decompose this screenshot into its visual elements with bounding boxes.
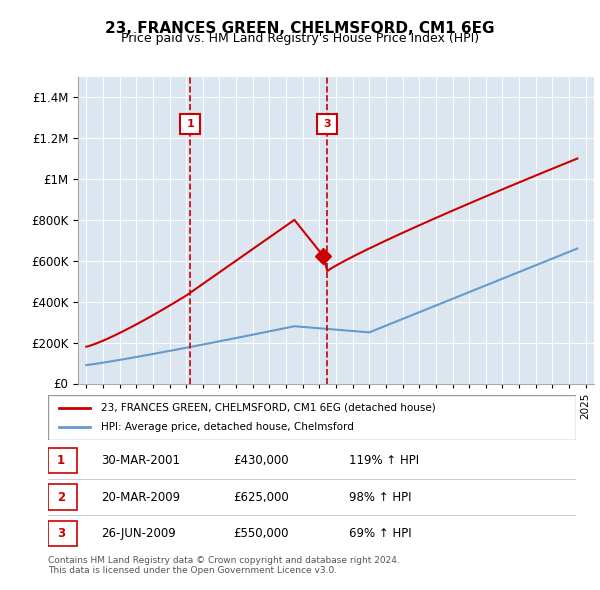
FancyBboxPatch shape (48, 484, 77, 510)
FancyBboxPatch shape (48, 448, 77, 473)
Text: 69% ↑ HPI: 69% ↑ HPI (349, 527, 412, 540)
Text: 3: 3 (57, 527, 65, 540)
Text: £625,000: £625,000 (233, 490, 289, 504)
Text: £430,000: £430,000 (233, 454, 289, 467)
Text: 119% ↑ HPI: 119% ↑ HPI (349, 454, 419, 467)
Text: Contains HM Land Registry data © Crown copyright and database right 2024.: Contains HM Land Registry data © Crown c… (48, 556, 400, 565)
FancyBboxPatch shape (48, 395, 576, 440)
Text: 30-MAR-2001: 30-MAR-2001 (101, 454, 180, 467)
Text: 1: 1 (187, 119, 194, 129)
Text: 20-MAR-2009: 20-MAR-2009 (101, 490, 180, 504)
Text: 23, FRANCES GREEN, CHELMSFORD, CM1 6EG: 23, FRANCES GREEN, CHELMSFORD, CM1 6EG (105, 21, 495, 35)
Text: Price paid vs. HM Land Registry's House Price Index (HPI): Price paid vs. HM Land Registry's House … (121, 32, 479, 45)
Text: 1: 1 (57, 454, 65, 467)
Text: 26-JUN-2009: 26-JUN-2009 (101, 527, 176, 540)
FancyBboxPatch shape (48, 521, 77, 546)
Text: 98% ↑ HPI: 98% ↑ HPI (349, 490, 412, 504)
Text: HPI: Average price, detached house, Chelmsford: HPI: Average price, detached house, Chel… (101, 422, 353, 432)
Text: £550,000: £550,000 (233, 527, 289, 540)
Text: 2: 2 (57, 490, 65, 504)
Text: 23, FRANCES GREEN, CHELMSFORD, CM1 6EG (detached house): 23, FRANCES GREEN, CHELMSFORD, CM1 6EG (… (101, 403, 436, 412)
Text: This data is licensed under the Open Government Licence v3.0.: This data is licensed under the Open Gov… (48, 566, 337, 575)
Text: 3: 3 (323, 119, 331, 129)
